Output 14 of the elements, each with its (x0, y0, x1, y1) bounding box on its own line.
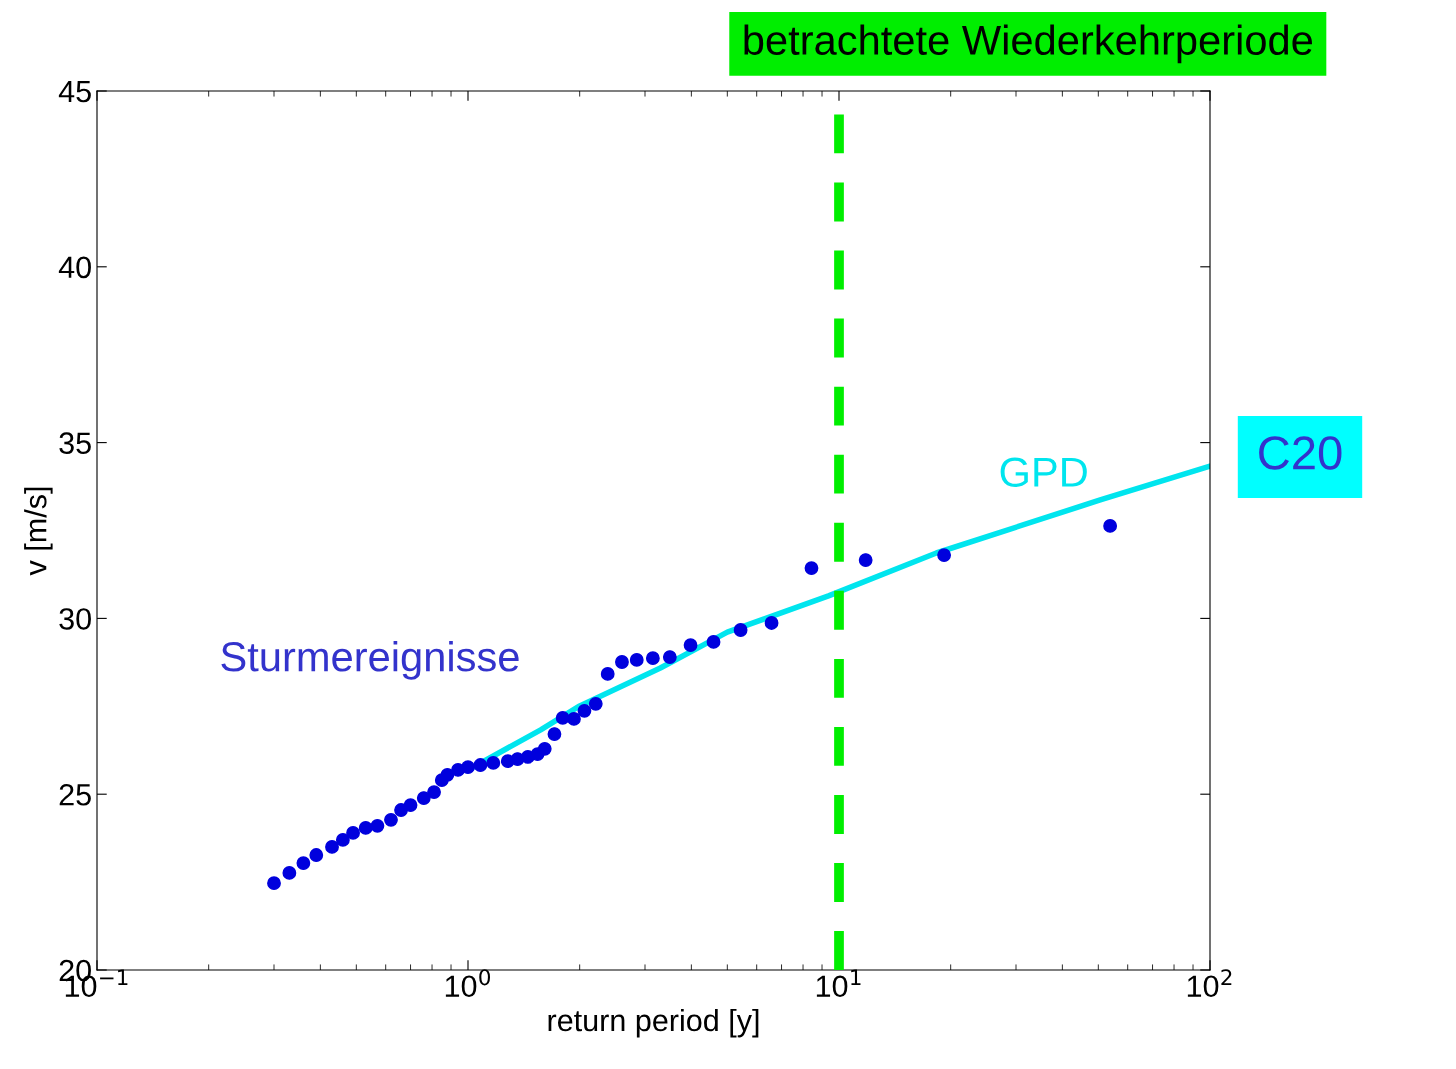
x-tick-label: 10$^{0}$ (445, 969, 491, 998)
x-axis-title: return period [y] (548, 1008, 759, 1038)
ref-line-label: betrachtete Wiederkehrperiode (744, 24, 1313, 64)
y-axis-title: v [m/s] (24, 487, 53, 576)
y-tick-label: 25 (59, 783, 91, 806)
x-tick-label: 10$^{2}$ (1187, 969, 1232, 998)
series-label: Sturmereignisse (221, 640, 519, 680)
y-tick-label: 30 (59, 608, 91, 630)
y-tick-label: 40 (58, 256, 91, 279)
y-tick-label: 45 (58, 81, 91, 103)
y-tick-label: 35 (59, 432, 91, 454)
x-tick-label: 10$^{1}$ (816, 969, 861, 998)
series-label: GPD (1000, 457, 1087, 487)
text: C20 (1259, 436, 1342, 470)
